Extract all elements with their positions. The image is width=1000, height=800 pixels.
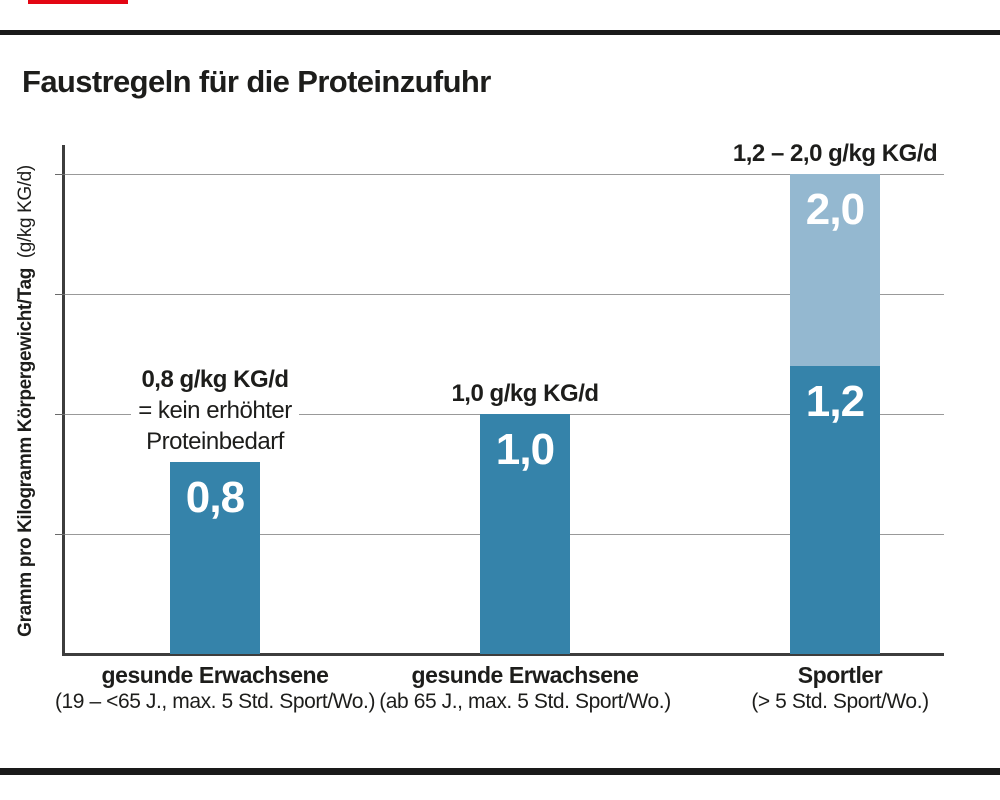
x-axis-label: Sportler (> 5 Std. Sport/Wo.)	[660, 662, 1000, 714]
bar-value-label: 2,0	[805, 185, 865, 234]
bar-segment-upper	[790, 174, 880, 366]
bar-value-label: 1,2	[805, 377, 865, 426]
y-axis-tick	[55, 414, 65, 415]
annotation-line: 0,8 g/kg KG/d	[55, 364, 375, 395]
bottom-rule	[0, 768, 1000, 775]
annotation-line: 1,0 g/kg KG/d	[365, 378, 685, 409]
bar-annotation: 0,8 g/kg KG/d = kein erhöhter Proteinbedar…	[55, 364, 375, 457]
x-axis-label: gesunde Erwachsene (19 – <65 J., max. 5 S…	[35, 662, 395, 714]
bar-segment	[170, 462, 260, 654]
y-axis-line	[62, 145, 65, 656]
category-sublabel: (ab 65 J., max. 5 Std. Sport/Wo.)	[379, 690, 671, 713]
category-sublabel: (19 – <65 J., max. 5 Std. Sport/Wo.)	[54, 690, 376, 713]
bar-value-label: 0,8	[185, 473, 245, 522]
x-axis-line	[62, 653, 944, 656]
category-label: Sportler	[797, 662, 883, 688]
y-axis-tick	[55, 294, 65, 295]
annotation-line: 1,2 – 2,0 g/kg KG/d	[675, 138, 995, 169]
bar-annotation: 1,0 g/kg KG/d	[365, 378, 685, 409]
annotation-line: = kein erhöhter	[55, 395, 375, 426]
gridline	[65, 294, 944, 295]
red-accent-line	[28, 0, 128, 4]
category-label: gesunde Erwachsene	[101, 662, 329, 688]
bar-segment	[480, 414, 570, 654]
y-axis-tick	[55, 174, 65, 175]
bar-segment	[790, 366, 880, 654]
x-axis-label: gesunde Erwachsene (ab 65 J., max. 5 Std.…	[345, 662, 705, 714]
bar-annotation: 1,2 – 2,0 g/kg KG/d	[675, 138, 995, 169]
bar-value-label: 1,0	[495, 425, 555, 474]
category-label: gesunde Erwachsene	[411, 662, 639, 688]
gridline	[65, 174, 944, 175]
annotation-line: Proteinbedarf	[55, 426, 375, 457]
y-axis-tick	[55, 534, 65, 535]
top-rule	[0, 30, 1000, 35]
category-sublabel: (> 5 Std. Sport/Wo.)	[751, 690, 929, 713]
chart-title: Faustregeln für die Proteinzufuhr	[22, 64, 491, 99]
